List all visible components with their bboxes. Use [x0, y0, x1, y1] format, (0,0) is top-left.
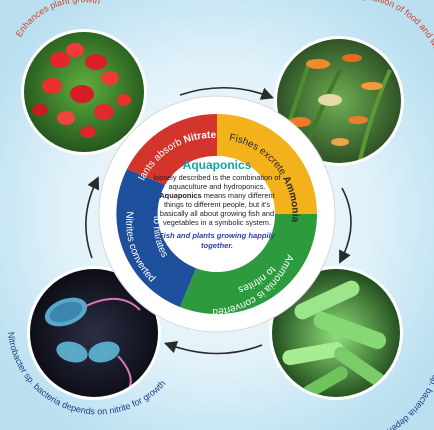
- segment-ammonia-converted: [180, 214, 318, 315]
- segment-nitrites-converted: [116, 169, 196, 307]
- center-title: Aquaponics: [182, 158, 252, 172]
- cycle-ring: [98, 95, 336, 333]
- nitrobacter-photo: [27, 266, 161, 400]
- arrow-left: [85, 176, 100, 259]
- arrow-bottom: [163, 341, 263, 355]
- arrow-right: [339, 187, 352, 264]
- segment-fishes-excrete-ammonia: [217, 114, 317, 214]
- segment-plants-absorb-nitrates: [127, 113, 217, 185]
- plant-photo: [21, 29, 147, 155]
- cycle-arrows: [85, 86, 352, 355]
- arrow-top: [179, 86, 274, 100]
- center-description: Aquaponics loosely described is the comb…: [150, 158, 284, 270]
- center-description-text: loosely described is the combination of …: [153, 173, 281, 227]
- nitrosomonas-photo: [269, 266, 403, 400]
- center-tagline: Fish and plants growing happily together…: [158, 231, 276, 250]
